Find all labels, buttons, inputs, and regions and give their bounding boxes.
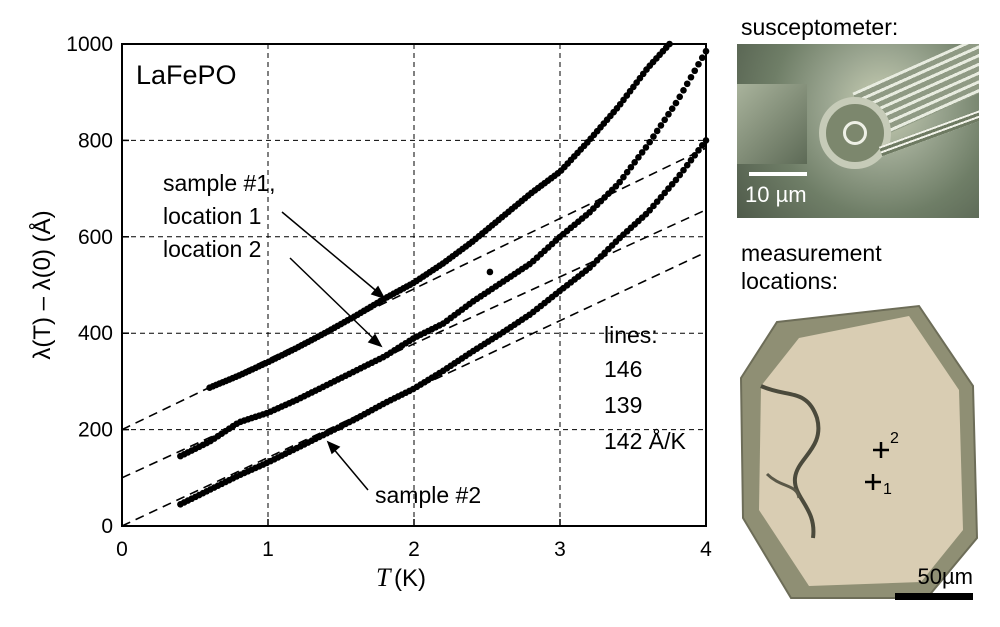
tick-labels: 0 1 2 3 4 0 200 400 600 800 1000 [66, 33, 712, 561]
scale-bar-bottom [895, 593, 973, 600]
x-tick-label: 3 [554, 538, 566, 561]
crystal-svg: 2 1 [739, 304, 979, 599]
data-point-series-2 [653, 127, 661, 135]
annotation-lines-header: lines: [604, 322, 658, 348]
data-point-series-2 [638, 149, 646, 156]
annotation-arrows [281, 211, 386, 491]
data-point-outlier [486, 268, 494, 276]
data-point-series-2 [657, 122, 665, 129]
data-point-series-3 [680, 166, 687, 174]
data-point-series-3 [661, 189, 669, 197]
measurement-title-line2: locations: [741, 268, 839, 294]
data-point-series-3 [657, 193, 665, 201]
data-point-series-2 [687, 73, 695, 81]
data-point-series-3 [691, 151, 699, 159]
data-point-series-3 [668, 180, 676, 188]
arrowhead-sample1 [370, 285, 386, 300]
y-tick-label: 400 [78, 322, 113, 345]
photo-pickup-center [843, 121, 867, 145]
annotation-sample1-line1: sample #1, [163, 170, 276, 196]
arrow-sample1 [281, 211, 381, 295]
data-point-series-2 [698, 54, 706, 62]
susceptometer-title: susceptometer: [741, 14, 899, 40]
measurement-title-line1: measurement [741, 240, 882, 266]
data-point-series-3 [695, 147, 702, 154]
y-tick-label: 0 [101, 515, 113, 538]
y-tick-label: 200 [78, 419, 113, 442]
marker-1 [865, 474, 881, 490]
data-point-series-3 [676, 171, 684, 179]
marker-2-label: 2 [890, 430, 899, 447]
arrowhead-location2 [367, 333, 383, 348]
data-points [177, 40, 710, 508]
data-point-series-3 [672, 176, 680, 184]
data-point-series-2 [691, 67, 699, 75]
y-axis-label: λ(T) – λ(0) (Å) [28, 210, 56, 359]
data-point-series-2 [683, 80, 691, 88]
data-point-series-2 [635, 154, 642, 161]
chart-title: LaFePO [136, 60, 237, 90]
x-axis-label: T [376, 563, 392, 592]
crystal-photo: 2 1 50µm [737, 298, 979, 601]
scale-bar-top [749, 172, 807, 176]
data-point-series-3 [683, 161, 691, 169]
data-point-series-2 [646, 138, 653, 146]
arrow-sample2 [331, 446, 369, 491]
y-tick-label: 800 [78, 129, 113, 152]
x-tick-label: 4 [700, 538, 712, 561]
y-tick-label: 600 [78, 226, 113, 249]
annotation-slope3: 142 Å/K [604, 427, 686, 454]
tick-marks [121, 43, 707, 527]
annotation-sample1-line2: location 1 [163, 203, 261, 229]
data-point-series-2 [616, 178, 623, 186]
data-point-series-2 [680, 86, 687, 94]
crystal-fracture [760, 384, 821, 539]
annotation-slope1: 146 [604, 356, 642, 382]
marker-2 [873, 442, 889, 458]
scale-bar-bottom-label: 50µm [917, 564, 973, 589]
x-tick-label: 1 [262, 538, 274, 561]
data-point-series-2 [627, 163, 635, 171]
data-point-series-2 [661, 116, 669, 124]
x-tick-label: 2 [408, 538, 420, 561]
scale-bar-top-label: 10 µm [745, 182, 807, 207]
grid [122, 44, 706, 526]
data-point-series-3 [653, 198, 661, 205]
x-axis-unit: (K) [394, 565, 426, 592]
annotation-slope2: 139 [604, 392, 642, 418]
data-point-series-2 [642, 144, 650, 151]
data-point-series-2 [672, 99, 680, 107]
data-point-series-3 [650, 202, 657, 210]
data-point-series-2 [623, 168, 631, 176]
data-point-series-3 [687, 156, 695, 164]
arrow-location2 [289, 257, 378, 343]
data-point-series-3 [646, 206, 653, 214]
marker-1-label: 1 [883, 481, 892, 498]
data-point-series-2 [668, 105, 676, 112]
crystal-inner-edge [765, 472, 801, 499]
data-point-series-3 [665, 185, 672, 192]
photo-left-pad [737, 84, 807, 164]
arrowhead-sample2 [326, 440, 341, 455]
data-point-series-3 [698, 142, 706, 149]
y-tick-label: 1000 [66, 33, 113, 56]
annotation-location2: location 2 [163, 236, 261, 262]
susceptometer-photo: 10 µm [737, 44, 979, 218]
data-point-series-2 [650, 133, 657, 140]
data-point-series-2 [665, 110, 672, 118]
data-point-series-2 [695, 60, 702, 68]
x-tick-label: 0 [116, 538, 128, 561]
data-point-series-2 [620, 173, 627, 181]
annotation-sample2: sample #2 [375, 482, 481, 508]
crystal-face [759, 316, 963, 586]
data-point-series-2 [631, 158, 638, 166]
data-point-series-2 [676, 93, 684, 101]
